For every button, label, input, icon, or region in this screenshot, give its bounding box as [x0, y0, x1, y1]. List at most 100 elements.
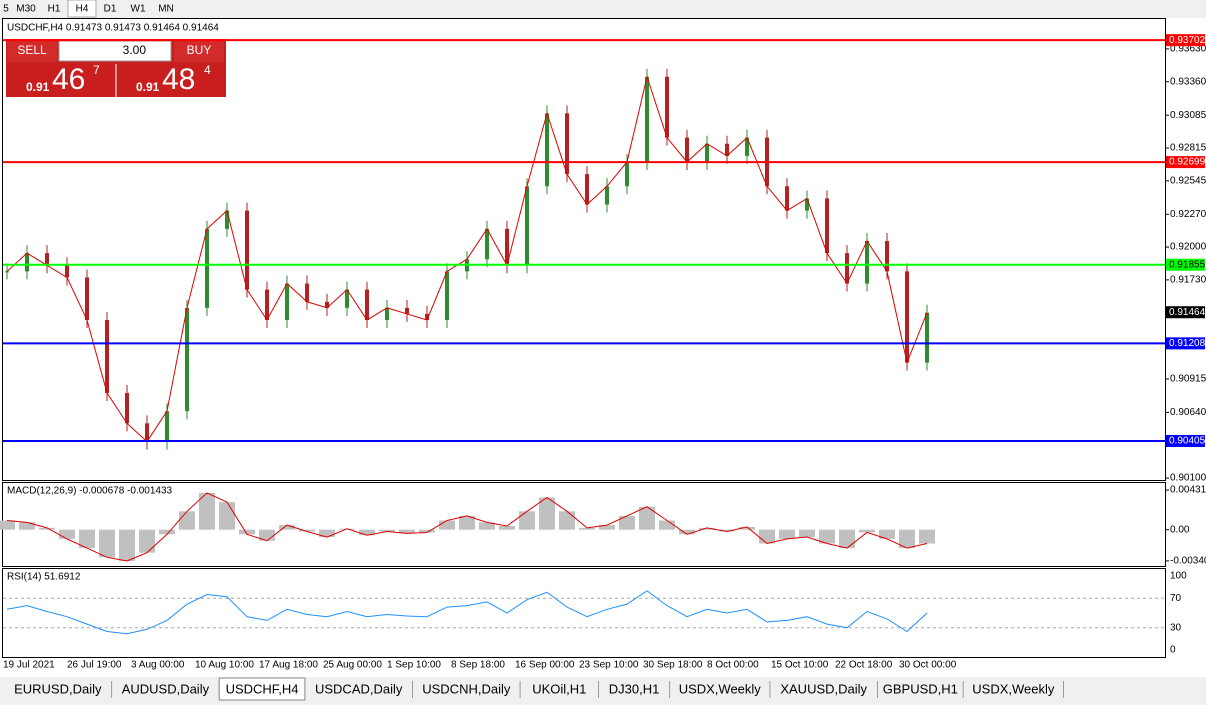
- price-line: [6, 75, 928, 443]
- macd-bar: [99, 529, 115, 558]
- macd-bar: [0, 520, 15, 530]
- macd-bar: [59, 529, 75, 539]
- y-tick-label: 0.92545: [1170, 175, 1206, 186]
- candle-body: [405, 307, 409, 314]
- rsi-label: RSI(14) 51.6912: [7, 572, 81, 583]
- candle-body: [225, 210, 229, 229]
- macd-bar: [479, 522, 495, 530]
- trade-panel: SELL 3.00 BUY 0.91 46 7 0.91 48 4: [6, 39, 226, 97]
- candle-body: [385, 307, 389, 321]
- tab[interactable]: USDCAD,Daily: [315, 681, 403, 696]
- macd-bar: [739, 526, 755, 530]
- macd-bar: [659, 520, 675, 530]
- candle-body: [505, 228, 509, 266]
- candle-body: [185, 307, 189, 412]
- timeframe-active[interactable]: [67, 0, 97, 18]
- timeframe-button[interactable]: W1: [131, 4, 146, 15]
- rsi-tick-label: 70: [1170, 593, 1182, 604]
- candle-body: [245, 210, 249, 290]
- y-tick-label: 0.92815: [1170, 143, 1206, 154]
- tab[interactable]: EURUSD,Daily: [14, 681, 102, 696]
- volume-text[interactable]: 3.00: [123, 43, 147, 57]
- tab[interactable]: UKOil,H1: [532, 681, 586, 696]
- candle-body: [905, 271, 909, 363]
- candle-body: [845, 253, 849, 284]
- y-tick-label: 0.93085: [1170, 110, 1206, 121]
- buy-button[interactable]: [174, 40, 224, 62]
- candle-body: [705, 143, 709, 162]
- candle-body: [625, 161, 629, 187]
- candle-body: [645, 76, 649, 162]
- timeframe-button[interactable]: D1: [104, 4, 117, 15]
- macd-bar: [459, 515, 475, 530]
- macd-bar: [259, 529, 275, 541]
- chart-header: USDCHF,H4 0.91473 0.91473 0.91464 0.9146…: [7, 23, 219, 34]
- date-label: 30 Sep 18:00: [643, 660, 703, 671]
- rsi-line: [6, 590, 928, 635]
- timeframe-button[interactable]: 5: [3, 4, 9, 15]
- macd-bar: [439, 520, 455, 530]
- candle-body: [485, 228, 489, 260]
- volume-box[interactable]: [58, 40, 172, 62]
- date-label: 16 Sep 00:00: [515, 660, 575, 671]
- buy-text[interactable]: BUY: [187, 43, 212, 57]
- macd-bar: [639, 506, 655, 530]
- timeframe-button[interactable]: M30: [16, 4, 36, 15]
- macd-bar: [319, 529, 335, 538]
- y-tick-label: 0.90915: [1170, 374, 1206, 385]
- macd-bar: [199, 492, 215, 530]
- rsi-tick-label: 0: [1170, 645, 1176, 656]
- y-tick-label: 0.91730: [1170, 275, 1206, 286]
- ask-big: 48: [162, 63, 195, 96]
- date-label: 10 Aug 10:00: [195, 660, 254, 671]
- candle-body: [545, 113, 549, 187]
- macd-bar: [779, 529, 795, 539]
- y-tick-label: 0.93360: [1170, 76, 1206, 87]
- candle-body: [425, 313, 429, 321]
- date-label: 26 Jul 19:00: [67, 660, 122, 671]
- tab[interactable]: USDX,Weekly: [679, 681, 762, 696]
- bid-big: 46: [52, 63, 85, 96]
- date-label: 15 Oct 10:00: [771, 660, 829, 671]
- tab[interactable]: USDCNH,Daily: [422, 681, 511, 696]
- macd-bar: [699, 527, 715, 530]
- timeframe-button[interactable]: MN: [158, 4, 174, 15]
- tab[interactable]: AUDUSD,Daily: [122, 681, 210, 696]
- candle-body: [165, 411, 169, 442]
- sell-button[interactable]: [7, 40, 57, 62]
- macd-bar: [759, 529, 775, 544]
- tab[interactable]: GBPUSD,H1: [883, 681, 958, 696]
- macd-bar: [419, 529, 435, 533]
- y-tick-label: 0.93630: [1170, 44, 1206, 55]
- macd-bar: [279, 525, 295, 530]
- tab[interactable]: XAUUSD,Daily: [780, 681, 867, 696]
- macd-bar: [679, 529, 695, 535]
- timeframe-button[interactable]: H1: [48, 4, 61, 15]
- tab[interactable]: USDX,Weekly: [972, 681, 1055, 696]
- y-tick-label: 0.92000: [1170, 242, 1206, 253]
- candle-body: [525, 186, 529, 266]
- candle-body: [805, 198, 809, 211]
- tab[interactable]: DJ30,H1: [609, 681, 660, 696]
- tab[interactable]: USDCHF,H4: [226, 681, 299, 696]
- macd-bar: [119, 529, 135, 561]
- macd-bar: [539, 497, 555, 530]
- timeframe-button[interactable]: H4: [76, 4, 89, 15]
- macd-bar: [399, 529, 415, 534]
- y-tick-label: 0.92270: [1170, 209, 1206, 220]
- candle-body: [725, 143, 729, 156]
- candle-body: [65, 265, 69, 278]
- sell-text[interactable]: SELL: [17, 43, 47, 57]
- macd-bar: [559, 511, 575, 530]
- date-label: 25 Aug 00:00: [323, 660, 382, 671]
- candle-body: [5, 271, 9, 273]
- macd-bar: [799, 529, 815, 538]
- level-tag: [1166, 156, 1205, 169]
- macd-bar: [919, 529, 935, 544]
- macd-bar: [219, 502, 235, 530]
- candle-body: [865, 240, 869, 284]
- macd-bar: [19, 522, 35, 530]
- macd-bar: [159, 529, 175, 535]
- macd-tick-label: 0.00: [1170, 524, 1190, 535]
